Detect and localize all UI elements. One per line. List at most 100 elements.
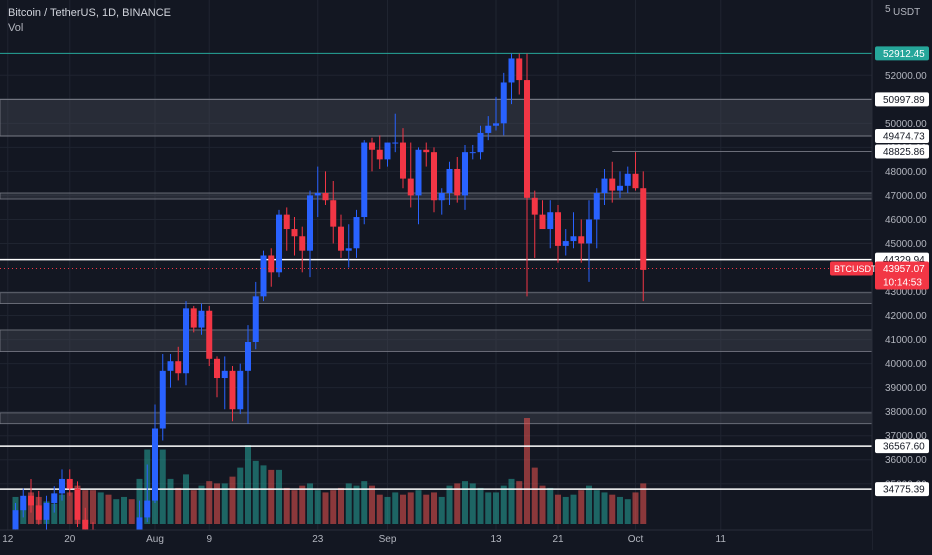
volume-bar	[586, 485, 592, 524]
candle[interactable]	[593, 188, 600, 249]
candle[interactable]	[20, 488, 27, 518]
candle[interactable]	[531, 190, 538, 258]
candle[interactable]	[314, 166, 321, 218]
candle[interactable]	[392, 113, 399, 153]
candle[interactable]	[438, 188, 445, 215]
candle[interactable]	[508, 53, 515, 105]
candle[interactable]	[252, 281, 259, 350]
volume-indicator-label[interactable]: Vol	[8, 22, 24, 34]
symbol-badge	[830, 261, 873, 276]
candle[interactable]	[601, 168, 608, 206]
price-zone[interactable]	[0, 412, 873, 425]
candle[interactable]	[221, 356, 228, 410]
candle[interactable]	[369, 137, 375, 172]
candle[interactable]	[578, 219, 585, 263]
volume-bar	[268, 469, 275, 524]
volume-bar	[237, 467, 244, 524]
candle[interactable]	[469, 144, 476, 160]
candle[interactable]	[617, 171, 623, 198]
candle[interactable]	[144, 464, 151, 523]
volume-bar	[190, 490, 197, 524]
candle[interactable]	[500, 72, 507, 136]
candle[interactable]	[283, 207, 290, 251]
symbol-title[interactable]: Bitcoin / TetherUS, 1D, BINANCE	[8, 7, 172, 19]
candle[interactable]	[159, 354, 166, 441]
candle[interactable]	[586, 200, 592, 282]
candle[interactable]	[400, 128, 406, 189]
volume-bar	[384, 496, 391, 524]
price-zone[interactable]	[0, 98, 873, 137]
candle[interactable]	[175, 346, 182, 381]
candle[interactable]	[198, 303, 205, 335]
volume-bar	[493, 492, 499, 524]
candle[interactable]	[493, 96, 499, 131]
candle[interactable]	[640, 171, 647, 302]
candle[interactable]	[446, 161, 453, 206]
candle[interactable]	[407, 142, 414, 208]
candle-body	[423, 149, 430, 153]
candle[interactable]	[59, 469, 65, 501]
candle[interactable]	[524, 53, 530, 297]
candle[interactable]	[167, 354, 174, 388]
candle[interactable]	[516, 53, 523, 95]
price-zone[interactable]	[0, 292, 873, 304]
candle-body	[369, 142, 375, 150]
candle[interactable]	[214, 356, 220, 398]
volume-bars	[12, 418, 647, 524]
candle[interactable]	[376, 135, 383, 169]
candle[interactable]	[632, 152, 639, 191]
candle[interactable]	[562, 229, 569, 256]
candle[interactable]	[454, 156, 461, 203]
candle[interactable]	[431, 147, 437, 213]
candle[interactable]	[384, 142, 391, 167]
candle[interactable]	[43, 495, 50, 532]
candle[interactable]	[183, 301, 189, 386]
candle[interactable]	[74, 481, 81, 528]
candle[interactable]	[152, 404, 158, 503]
candle[interactable]	[477, 125, 484, 160]
candle[interactable]	[237, 363, 244, 415]
price-tick-label: 43000.00	[885, 287, 927, 298]
candle[interactable]	[609, 161, 616, 203]
candle[interactable]	[547, 200, 554, 249]
candle[interactable]	[51, 486, 58, 513]
candle[interactable]	[276, 209, 282, 278]
volume-bar	[477, 487, 484, 524]
candle[interactable]	[245, 325, 251, 424]
candle[interactable]	[268, 248, 275, 287]
candle[interactable]	[66, 469, 73, 496]
candle[interactable]	[338, 214, 344, 258]
candle-body	[82, 519, 89, 530]
candle[interactable]	[353, 209, 360, 258]
candle[interactable]	[485, 116, 492, 141]
candle[interactable]	[624, 166, 631, 194]
candle[interactable]	[322, 171, 329, 206]
candle[interactable]	[330, 180, 337, 244]
price-zone[interactable]	[0, 329, 873, 353]
candle-body	[578, 236, 585, 244]
candle[interactable]	[206, 305, 213, 367]
candle[interactable]	[190, 305, 197, 333]
candle[interactable]	[555, 205, 561, 263]
price-tick-label: 36000.00	[885, 455, 927, 466]
candle-body	[314, 193, 321, 196]
last-price-label: 43957.07	[883, 264, 925, 275]
candle[interactable]	[345, 224, 352, 268]
candle[interactable]	[12, 502, 19, 535]
candle[interactable]	[299, 226, 306, 273]
candle[interactable]	[35, 490, 42, 525]
time-tick-label: Sep	[379, 534, 397, 545]
candle[interactable]	[260, 250, 267, 302]
candle[interactable]	[28, 478, 34, 513]
candle[interactable]	[291, 217, 298, 256]
candle[interactable]	[415, 147, 422, 225]
candle[interactable]	[462, 144, 468, 210]
candle[interactable]	[361, 140, 368, 225]
candle[interactable]	[423, 142, 430, 167]
candle[interactable]	[570, 212, 577, 249]
candle[interactable]	[229, 366, 236, 422]
candle[interactable]	[539, 200, 546, 230]
candle[interactable]	[307, 190, 313, 278]
